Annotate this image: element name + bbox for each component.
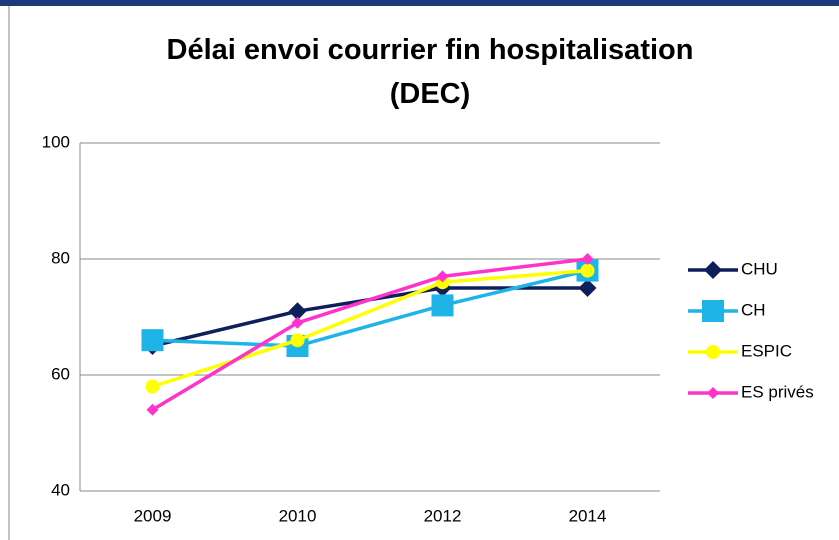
y-tick-label: 60 (51, 364, 70, 383)
marker (581, 253, 594, 265)
y-tick-label: 40 (51, 480, 70, 499)
legend-label: ESPIC (741, 341, 792, 360)
chart-title: Délai envoi courrier fin hospitalisation… (166, 34, 694, 110)
series-line (151, 268, 588, 389)
marker (436, 270, 449, 283)
y-tick-label: 100 (42, 132, 70, 151)
x-tick-label: 2009 (134, 506, 172, 525)
marker (702, 300, 724, 322)
x-tick-label: 2012 (424, 506, 462, 525)
marker (291, 316, 304, 329)
x-tick-label: 2014 (569, 506, 607, 525)
marker (290, 333, 305, 348)
legend-label: CH (741, 300, 766, 319)
marker (141, 329, 164, 352)
series-line (151, 257, 588, 412)
marker (288, 302, 307, 321)
marker (145, 379, 160, 394)
x-tick-label: 2010 (279, 506, 317, 525)
marker (706, 345, 720, 359)
marker (431, 294, 454, 317)
legend-label: ES privés (741, 382, 814, 401)
marker (146, 403, 159, 416)
legend-label: CHU (741, 259, 778, 278)
marker (704, 261, 722, 279)
top-band (0, 0, 839, 6)
series-line (152, 286, 588, 348)
marker (578, 279, 597, 297)
marker (580, 263, 595, 278)
marker (707, 387, 719, 399)
y-tick-label: 80 (51, 248, 70, 267)
series-line (152, 268, 588, 348)
